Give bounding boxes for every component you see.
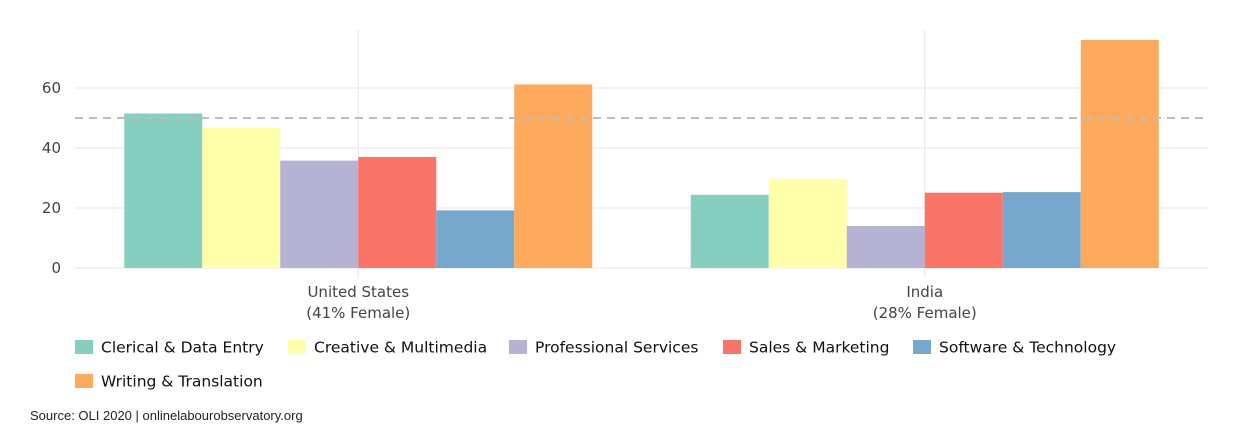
legend-swatch xyxy=(913,340,931,354)
legend: Clerical & Data Entry Creative & Multimed… xyxy=(75,339,1116,391)
axes: 0 20 40 60 United States (41% Female) India (28… xyxy=(42,79,977,322)
x-tick-label: United States xyxy=(307,283,409,301)
bar xyxy=(202,127,281,268)
legend-swatch xyxy=(288,340,306,354)
bar xyxy=(124,113,203,268)
legend-label: Sales & Marketing xyxy=(749,339,889,357)
bar xyxy=(1080,40,1159,268)
x-tick-label: India xyxy=(906,283,943,301)
legend-label: Software & Technology xyxy=(939,339,1116,357)
y-tick-label: 60 xyxy=(42,79,61,97)
legend-item[interactable]: Sales & Marketing xyxy=(723,339,889,357)
bar xyxy=(514,84,593,269)
legend-swatch xyxy=(723,340,741,354)
legend-label: Clerical & Data Entry xyxy=(101,339,264,357)
legend-swatch xyxy=(75,374,93,388)
bar xyxy=(924,192,1003,268)
bar xyxy=(436,210,515,268)
bar xyxy=(1002,192,1081,268)
y-tick-label: 40 xyxy=(42,139,61,157)
bar xyxy=(768,178,847,268)
legend-item[interactable]: Clerical & Data Entry xyxy=(75,339,264,357)
legend-label: Creative & Multimedia xyxy=(314,339,487,357)
legend-item[interactable]: Writing & Translation xyxy=(75,373,263,391)
source-note: Source: OLI 2020 | onlinelabourobservato… xyxy=(30,408,303,423)
legend-item[interactable]: Professional Services xyxy=(509,339,698,357)
legend-swatch xyxy=(509,340,527,354)
bar xyxy=(846,226,925,268)
y-tick-label: 20 xyxy=(42,199,61,217)
x-tick-label: (28% Female) xyxy=(873,304,977,322)
legend-item[interactable]: Creative & Multimedia xyxy=(288,339,487,357)
y-tick-label: 0 xyxy=(51,259,61,277)
x-tick-label: (41% Female) xyxy=(306,304,410,322)
bars xyxy=(124,40,1159,269)
bar xyxy=(280,160,359,268)
legend-label: Writing & Translation xyxy=(101,373,263,391)
bar xyxy=(690,194,769,268)
legend-swatch xyxy=(75,340,93,354)
legend-label: Professional Services xyxy=(535,339,698,357)
bar xyxy=(358,157,437,268)
legend-item[interactable]: Software & Technology xyxy=(913,339,1116,357)
